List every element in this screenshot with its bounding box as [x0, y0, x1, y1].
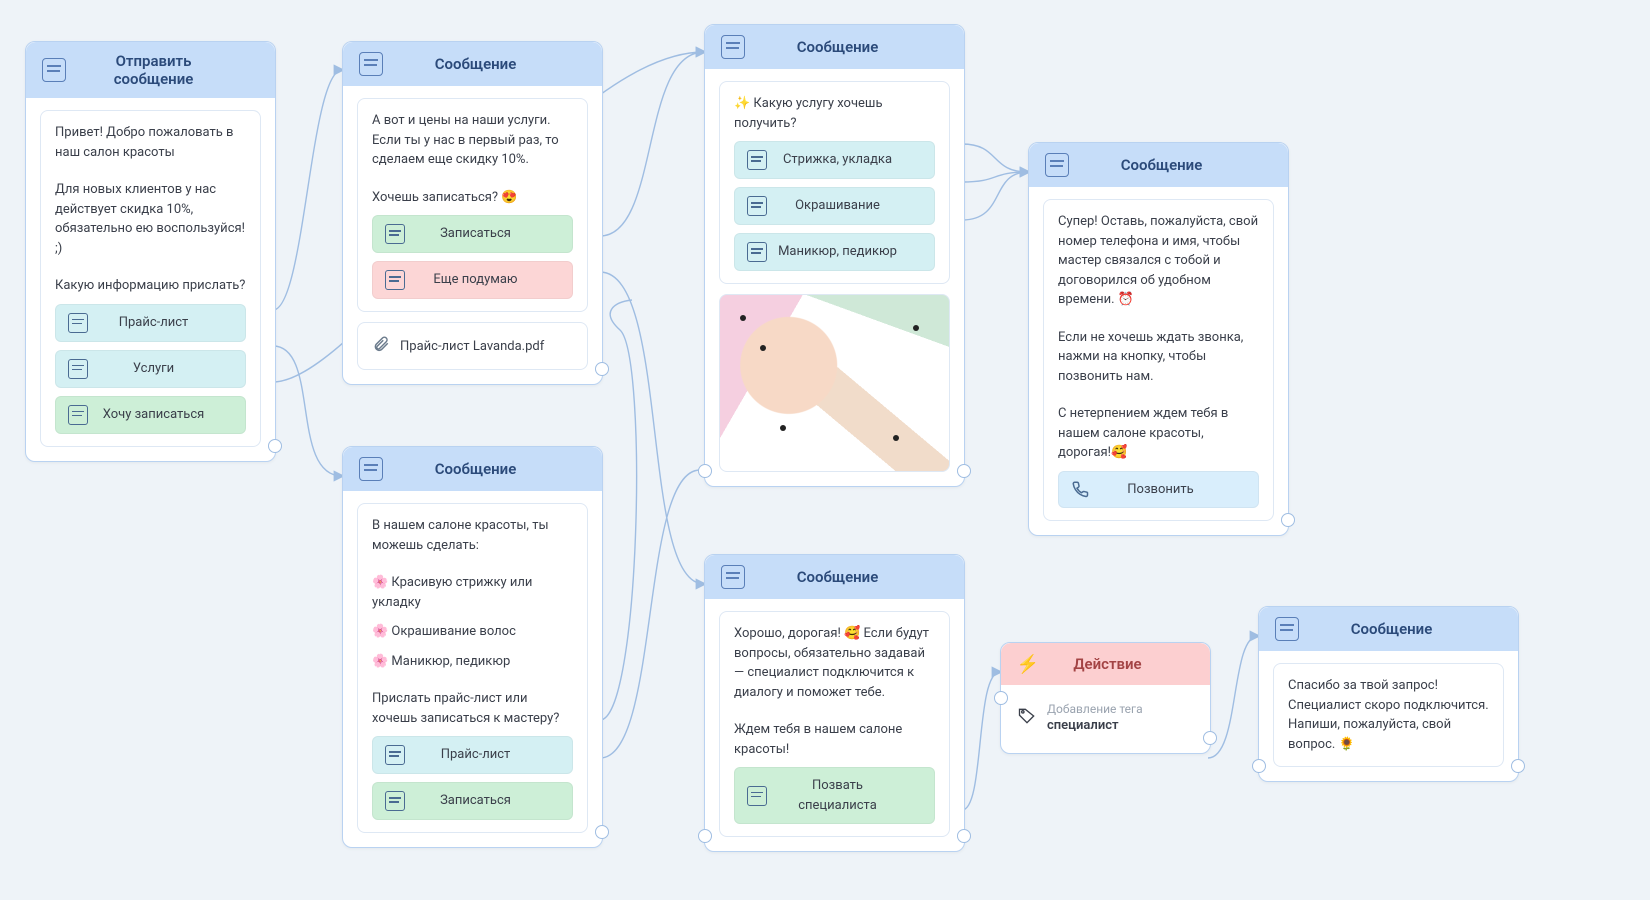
option-price-list[interactable]: Прайс-лист	[55, 304, 246, 342]
option-call[interactable]: Позвонить	[1058, 471, 1259, 509]
node-header: Сообщение	[343, 42, 602, 86]
port[interactable]	[1203, 731, 1217, 745]
node-message-leave-phone[interactable]: Сообщение Супер! Оставь, пожалуйста, сво…	[1028, 142, 1289, 536]
message-icon	[68, 405, 88, 425]
message-text: Привет! Добро пожаловать в наш салон кра…	[55, 123, 246, 296]
node-title: Сообщение	[393, 460, 558, 478]
message-panel: Привет! Добро пожаловать в наш салон кра…	[40, 110, 261, 447]
message-icon	[385, 745, 405, 765]
paperclip-icon	[372, 335, 390, 357]
node-header: Сообщение	[705, 555, 964, 599]
lightning-icon: ⚡	[1017, 653, 1039, 675]
message-icon	[747, 196, 767, 216]
message-icon	[385, 791, 405, 811]
message-panel: А вот и цены на наши услуги. Если ты у н…	[357, 98, 588, 312]
tag-icon	[1017, 706, 1037, 730]
message-panel: Спасибо за твой запрос! Специалист скоро…	[1273, 663, 1504, 767]
node-header: ⚡ Действие	[1001, 643, 1210, 685]
port[interactable]	[1252, 759, 1266, 773]
node-title: Сообщение	[393, 55, 558, 73]
message-text: Супер! Оставь, пожалуйста, свой номер те…	[1058, 212, 1259, 463]
node-message-thanks[interactable]: Сообщение Спасибо за твой запрос! Специа…	[1258, 606, 1519, 782]
port[interactable]	[1511, 759, 1525, 773]
node-action-add-tag[interactable]: ⚡ Действие Добавление тега специалист	[1000, 642, 1211, 754]
message-icon	[721, 565, 745, 589]
image-preview	[719, 294, 950, 472]
tag-value: специалист	[1047, 717, 1143, 735]
message-text: В нашем салоне красоты, ты можешь сделат…	[372, 516, 573, 728]
option-price-list[interactable]: Прайс-лист	[372, 736, 573, 774]
port[interactable]	[595, 825, 609, 839]
port[interactable]	[1281, 513, 1295, 527]
message-icon	[385, 224, 405, 244]
port[interactable]	[698, 464, 712, 478]
node-header: Сообщение	[343, 447, 602, 491]
node-header: Отправить сообщение	[26, 42, 275, 98]
node-title: Сообщение	[1309, 620, 1474, 638]
message-icon	[359, 457, 383, 481]
message-text: ✨ Какую услугу хочешь получить?	[734, 94, 935, 133]
option-manicure[interactable]: Маникюр, педикюр	[734, 233, 935, 271]
message-icon	[385, 270, 405, 290]
message-icon	[42, 58, 66, 82]
node-message-ok[interactable]: Сообщение Хорошо, дорогая! 🥰 Если будут …	[704, 554, 965, 852]
tag-row: Добавление тега специалист	[1015, 697, 1196, 739]
port[interactable]	[957, 829, 971, 843]
port[interactable]	[698, 829, 712, 843]
option-book[interactable]: Записаться	[372, 782, 573, 820]
option-coloring[interactable]: Окрашивание	[734, 187, 935, 225]
node-message-services[interactable]: Сообщение В нашем салоне красоты, ты мож…	[342, 446, 603, 848]
message-text: А вот и цены на наши услуги. Если ты у н…	[372, 111, 573, 207]
message-panel: Супер! Оставь, пожалуйста, свой номер те…	[1043, 199, 1274, 521]
node-header: Сообщение	[1259, 607, 1518, 651]
port[interactable]	[994, 691, 1008, 705]
phone-icon	[1071, 480, 1089, 498]
node-title: Сообщение	[755, 568, 920, 586]
message-icon	[721, 35, 745, 59]
message-icon	[359, 52, 383, 76]
flow-canvas: { "colors": { "canvas_bg": "#eef3f8", "n…	[0, 0, 1650, 900]
message-icon	[747, 786, 767, 806]
message-icon	[747, 150, 767, 170]
port[interactable]	[595, 362, 609, 376]
port[interactable]	[957, 464, 971, 478]
node-title: Отправить сообщение	[76, 52, 231, 88]
node-send-message[interactable]: Отправить сообщение Привет! Добро пожало…	[25, 41, 276, 462]
message-icon	[68, 359, 88, 379]
port[interactable]	[268, 439, 282, 453]
option-haircut[interactable]: Стрижка, укладка	[734, 141, 935, 179]
message-text: Спасибо за твой запрос! Специалист скоро…	[1288, 676, 1489, 754]
tag-subtitle: Добавление тега	[1047, 701, 1143, 717]
option-services[interactable]: Услуги	[55, 350, 246, 388]
node-title: Сообщение	[1079, 156, 1244, 174]
attachment[interactable]: Прайс-лист Lavanda.pdf	[357, 322, 588, 370]
option-call-specialist[interactable]: Позвать специалиста	[734, 767, 935, 824]
option-book[interactable]: Хочу записаться	[55, 396, 246, 434]
option-think[interactable]: Еще подумаю	[372, 261, 573, 299]
message-icon	[1275, 617, 1299, 641]
message-icon	[747, 242, 767, 262]
message-panel: ✨ Какую услугу хочешь получить? Стрижка,…	[719, 81, 950, 284]
node-header: Сообщение	[705, 25, 964, 69]
attachment-name: Прайс-лист Lavanda.pdf	[400, 339, 544, 354]
message-icon	[1045, 153, 1069, 177]
node-title: Сообщение	[755, 38, 920, 56]
node-message-choose-service[interactable]: Сообщение ✨ Какую услугу хочешь получить…	[704, 24, 965, 487]
node-title: Действие	[1049, 655, 1166, 673]
node-header: Сообщение	[1029, 143, 1288, 187]
message-icon	[68, 313, 88, 333]
message-panel: Хорошо, дорогая! 🥰 Если будут вопросы, о…	[719, 611, 950, 837]
message-text: Хорошо, дорогая! 🥰 Если будут вопросы, о…	[734, 624, 935, 759]
node-message-prices[interactable]: Сообщение А вот и цены на наши услуги. Е…	[342, 41, 603, 385]
message-panel: В нашем салоне красоты, ты можешь сделат…	[357, 503, 588, 833]
option-book[interactable]: Записаться	[372, 215, 573, 253]
